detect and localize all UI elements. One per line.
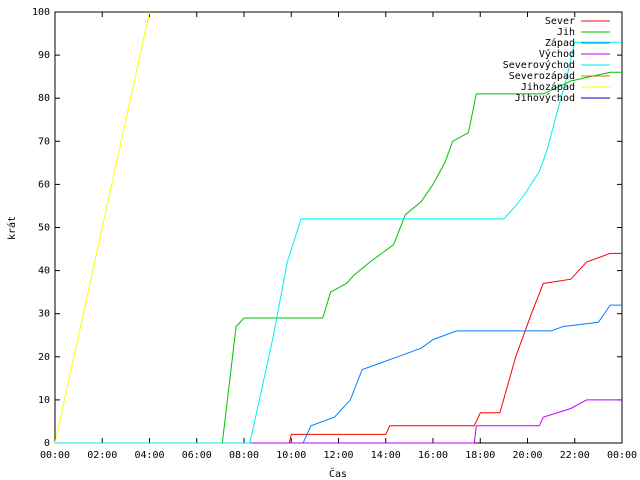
x-axis-label: Čas <box>329 467 347 480</box>
x-tick-label: 18:00 <box>465 450 495 461</box>
y-tick-label: 70 <box>38 136 50 147</box>
y-tick-label: 90 <box>38 50 50 61</box>
x-tick-label: 00:00 <box>607 450 637 461</box>
x-tick-label: 20:00 <box>512 450 542 461</box>
x-tick-label: 04:00 <box>134 450 164 461</box>
y-tick-label: 10 <box>38 395 50 406</box>
legend-label: Jih <box>557 27 575 38</box>
y-tick-label: 30 <box>38 309 50 320</box>
legend-label: Severozápad <box>509 70 575 82</box>
x-tick-label: 14:00 <box>371 450 401 461</box>
series-line-3 <box>55 304 622 444</box>
x-tick-label: 00:00 <box>40 450 70 461</box>
x-tick-label: 06:00 <box>182 450 212 461</box>
x-tick-label: 10:00 <box>276 450 306 461</box>
y-tick-label: 80 <box>38 93 50 104</box>
legend-label: Východ <box>539 48 575 60</box>
legend-label: Západ <box>545 37 575 49</box>
series-line-1 <box>55 252 622 444</box>
legend-label: Severovýchod <box>503 59 575 71</box>
series-line-4 <box>55 399 622 444</box>
x-tick-label: 08:00 <box>229 450 259 461</box>
y-tick-label: 50 <box>38 223 50 234</box>
y-axis-label: krát <box>6 216 18 240</box>
legend-label: Sever <box>545 16 575 27</box>
y-tick-label: 60 <box>38 179 50 190</box>
y-tick-label: 20 <box>38 352 50 363</box>
legend-label: Jihozápad <box>521 81 575 93</box>
series-line-2 <box>55 71 622 444</box>
x-tick-label: 12:00 <box>323 450 353 461</box>
y-tick-label: 40 <box>38 266 50 277</box>
legend-label: Jihovýchod <box>515 92 575 104</box>
x-tick-label: 02:00 <box>87 450 117 461</box>
x-tick-label: 22:00 <box>560 450 590 461</box>
series-lines <box>54 11 622 444</box>
x-tick-label: 16:00 <box>418 450 448 461</box>
x-axis-ticks: 00:00 02:00 04:00 06:00 08:00 10:00 12:00 14:00… <box>40 12 637 461</box>
y-tick-label: 0 <box>44 438 50 449</box>
series-line-7 <box>54 11 150 444</box>
series-line-5 <box>55 41 622 444</box>
legend: SeverJihZápadVýchodSeverovýchodSeverozáp… <box>503 16 610 104</box>
y-tick-label: 100 <box>32 7 50 18</box>
